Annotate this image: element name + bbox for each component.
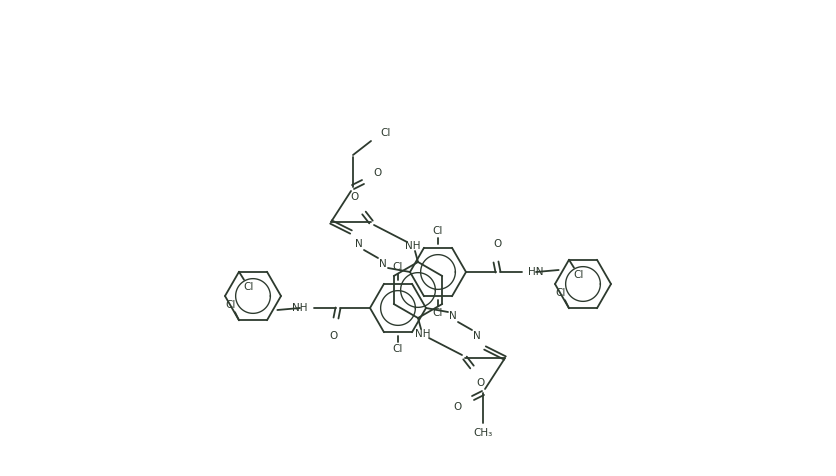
Text: O: O <box>374 168 382 178</box>
Text: Cl: Cl <box>432 308 442 318</box>
Text: Cl: Cl <box>380 128 390 138</box>
Text: O: O <box>493 239 502 249</box>
Text: NH: NH <box>292 303 308 313</box>
Text: N: N <box>449 311 456 321</box>
Text: N: N <box>354 239 363 249</box>
Text: O: O <box>453 402 461 412</box>
Text: Cl: Cl <box>226 300 236 310</box>
Text: Cl: Cl <box>243 282 254 292</box>
Text: O: O <box>350 192 359 202</box>
Text: Cl: Cl <box>392 262 403 272</box>
Text: Cl: Cl <box>573 270 584 280</box>
Text: O: O <box>329 331 338 341</box>
Text: NH: NH <box>405 241 421 251</box>
Text: N: N <box>472 331 481 341</box>
Text: CH₃: CH₃ <box>473 428 492 438</box>
Text: Cl: Cl <box>432 226 442 236</box>
Text: HN: HN <box>528 267 543 277</box>
Text: Cl: Cl <box>392 344 403 354</box>
Text: N: N <box>379 259 386 269</box>
Text: O: O <box>477 378 485 388</box>
Text: Cl: Cl <box>555 288 565 298</box>
Text: NH: NH <box>415 329 431 339</box>
